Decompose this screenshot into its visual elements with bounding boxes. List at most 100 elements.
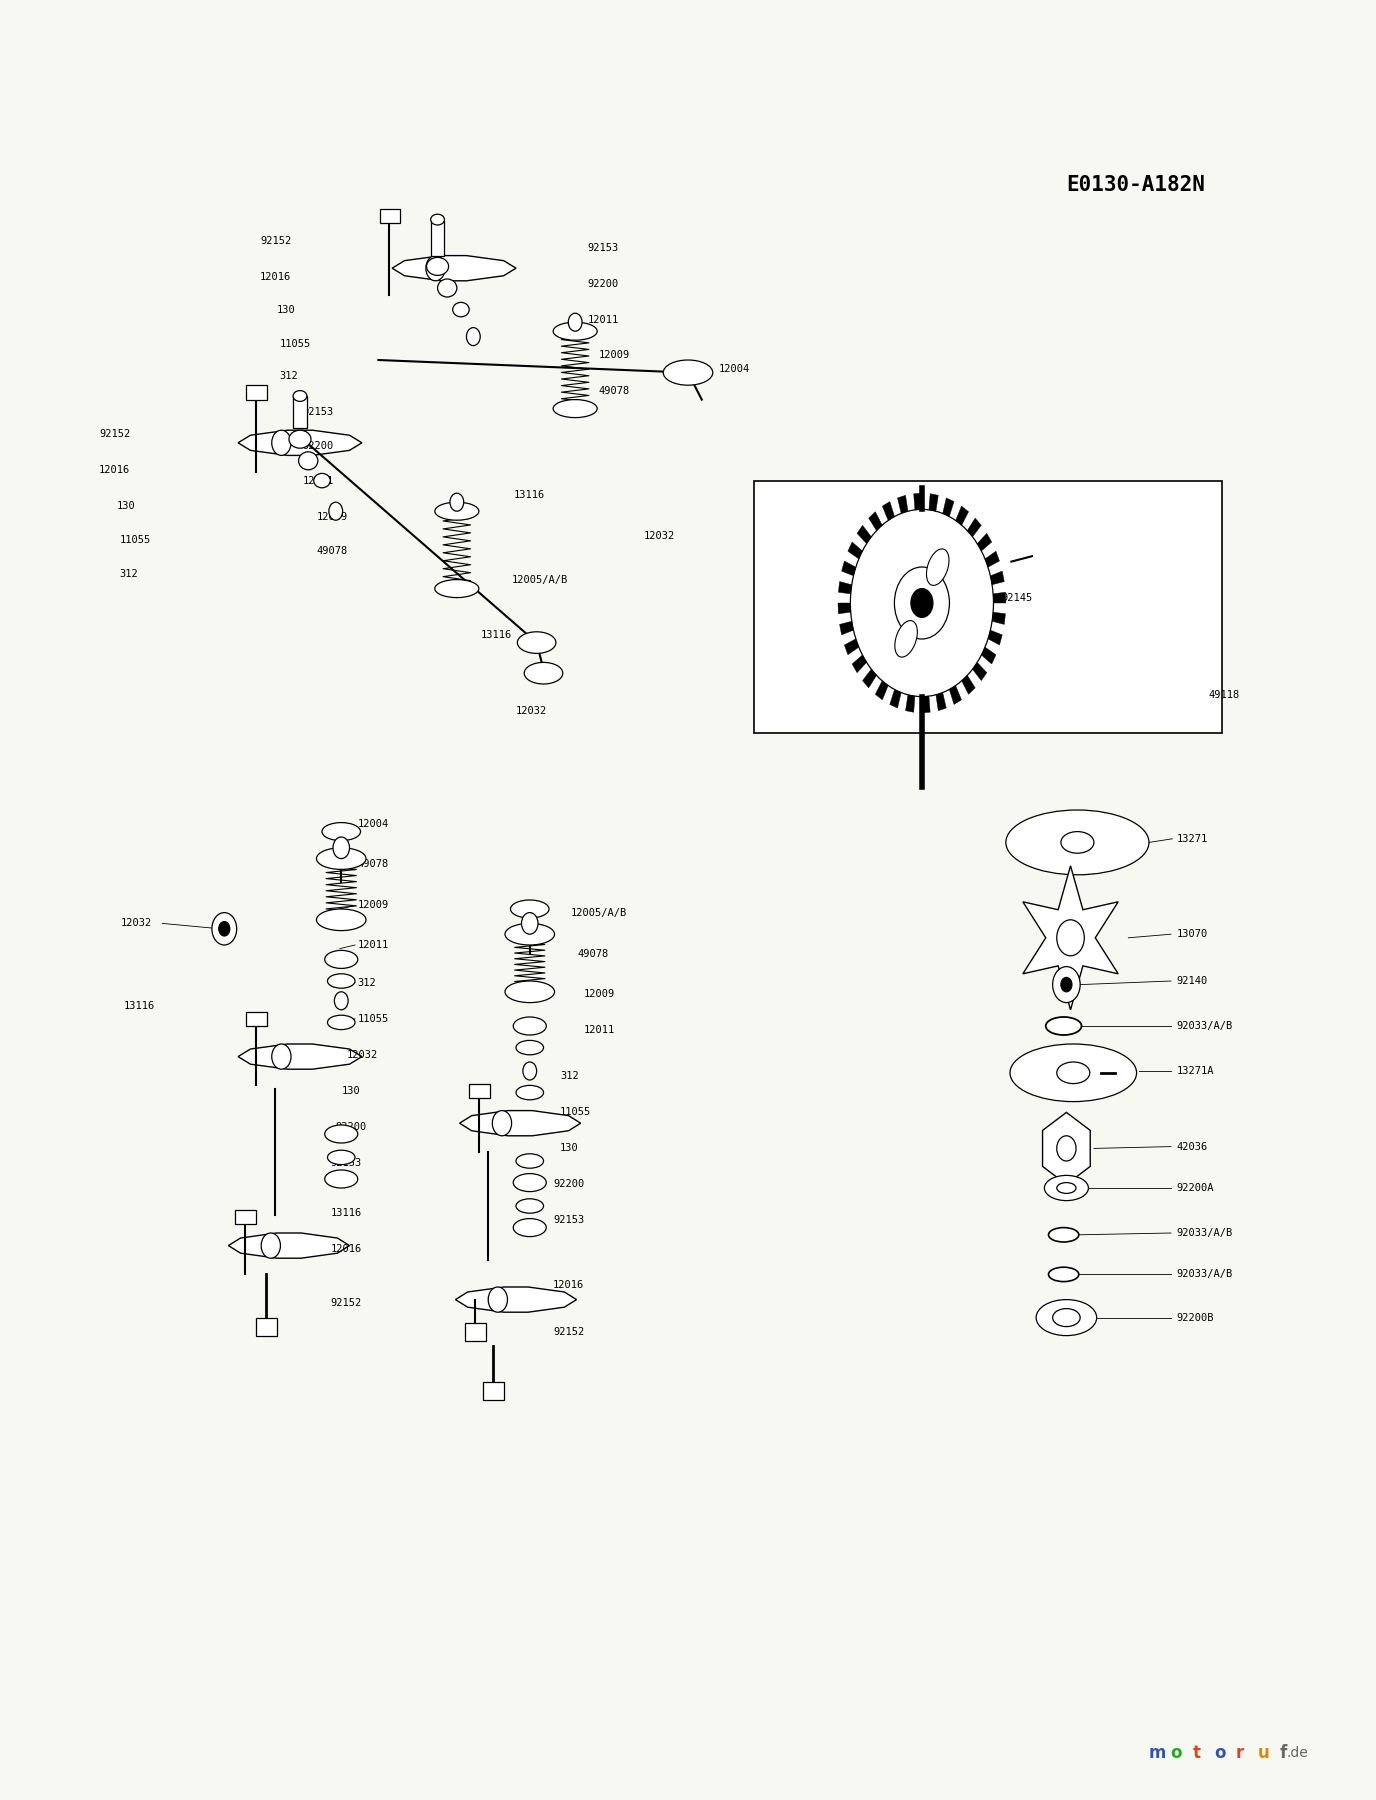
Text: 312: 312 (560, 1071, 579, 1082)
Text: 12016: 12016 (330, 1244, 362, 1255)
Text: E0130-A182N: E0130-A182N (1066, 175, 1205, 196)
Text: 12016: 12016 (553, 1280, 585, 1291)
Text: r: r (1236, 1744, 1244, 1762)
Ellipse shape (293, 391, 307, 401)
Ellipse shape (1010, 1044, 1137, 1102)
Text: 12005/A/B: 12005/A/B (512, 574, 568, 585)
Text: 12016: 12016 (99, 464, 131, 475)
Polygon shape (838, 581, 852, 594)
Bar (246, 1012, 267, 1026)
Polygon shape (890, 689, 901, 707)
Ellipse shape (516, 1199, 544, 1213)
Polygon shape (949, 686, 962, 704)
Polygon shape (839, 621, 853, 635)
Polygon shape (238, 430, 362, 455)
Polygon shape (882, 502, 894, 520)
Text: 92152: 92152 (260, 236, 292, 247)
Polygon shape (956, 506, 969, 526)
Text: u: u (1258, 1744, 1270, 1762)
Circle shape (261, 1233, 281, 1258)
Text: 92140: 92140 (1176, 976, 1208, 986)
Ellipse shape (516, 1085, 544, 1100)
Text: 12009: 12009 (316, 511, 348, 522)
Text: 49078: 49078 (316, 545, 348, 556)
Ellipse shape (894, 621, 918, 657)
Circle shape (488, 1287, 508, 1312)
Text: 12011: 12011 (583, 1024, 615, 1035)
Ellipse shape (1053, 1309, 1080, 1327)
Ellipse shape (524, 662, 563, 684)
Text: 11055: 11055 (279, 338, 311, 349)
Polygon shape (936, 693, 947, 711)
Polygon shape (988, 630, 1002, 644)
Circle shape (493, 1111, 512, 1136)
Bar (754, 481, 1222, 733)
Text: 49118: 49118 (1208, 689, 1240, 700)
Text: 12016: 12016 (260, 272, 292, 283)
Text: f: f (1280, 1744, 1287, 1762)
Circle shape (212, 913, 237, 945)
Text: 12032: 12032 (644, 531, 676, 542)
Ellipse shape (431, 214, 444, 225)
Ellipse shape (453, 302, 469, 317)
Ellipse shape (1044, 1175, 1088, 1201)
Text: 92152: 92152 (553, 1327, 585, 1337)
Text: 92033/A/B: 92033/A/B (1176, 1269, 1233, 1280)
Bar (235, 1210, 256, 1224)
Ellipse shape (327, 1150, 355, 1165)
Text: 130: 130 (277, 304, 296, 315)
Circle shape (1057, 1136, 1076, 1161)
Text: 49078: 49078 (599, 385, 630, 396)
Text: 312: 312 (120, 569, 139, 580)
Text: 130: 130 (117, 500, 136, 511)
Ellipse shape (1049, 1228, 1079, 1242)
Polygon shape (838, 603, 850, 614)
Polygon shape (455, 1287, 577, 1312)
Polygon shape (460, 1111, 581, 1136)
Text: 92200: 92200 (588, 279, 619, 290)
Ellipse shape (427, 257, 449, 275)
Text: 92033/A/B: 92033/A/B (1176, 1021, 1233, 1031)
Text: 11055: 11055 (120, 535, 151, 545)
Polygon shape (929, 493, 938, 511)
Polygon shape (991, 571, 1004, 585)
Bar (483, 1382, 504, 1400)
Circle shape (333, 837, 350, 859)
Polygon shape (238, 1044, 362, 1069)
Text: 12011: 12011 (358, 940, 389, 950)
Ellipse shape (553, 322, 597, 340)
Text: 11055: 11055 (358, 1013, 389, 1024)
Ellipse shape (516, 1154, 544, 1168)
Bar (431, 220, 444, 256)
Ellipse shape (438, 279, 457, 297)
Polygon shape (1022, 866, 1119, 1010)
Text: 92145: 92145 (1002, 592, 1033, 603)
Text: 92153: 92153 (588, 243, 619, 254)
Text: 92033/A/B: 92033/A/B (1176, 1228, 1233, 1238)
Polygon shape (1043, 1112, 1090, 1184)
Circle shape (850, 509, 993, 697)
Text: 12011: 12011 (303, 475, 334, 486)
Text: 92200B: 92200B (1176, 1312, 1214, 1323)
Text: 130: 130 (560, 1143, 579, 1154)
Circle shape (271, 1044, 292, 1069)
Polygon shape (857, 526, 871, 544)
Polygon shape (868, 511, 882, 531)
Text: 13116: 13116 (330, 1208, 362, 1219)
Text: 13116: 13116 (124, 1001, 155, 1012)
Text: t: t (1193, 1744, 1200, 1762)
Text: m: m (1149, 1744, 1167, 1762)
Ellipse shape (325, 1125, 358, 1143)
Text: 92200: 92200 (336, 1121, 367, 1132)
Circle shape (334, 992, 348, 1010)
Ellipse shape (325, 950, 358, 968)
Text: 49078: 49078 (578, 949, 610, 959)
Ellipse shape (1061, 832, 1094, 853)
Circle shape (1061, 977, 1072, 992)
Ellipse shape (327, 1015, 355, 1030)
Text: 92200: 92200 (303, 441, 334, 452)
Ellipse shape (553, 400, 597, 418)
Polygon shape (973, 662, 987, 680)
Ellipse shape (327, 974, 355, 988)
Text: 92153: 92153 (303, 407, 334, 418)
